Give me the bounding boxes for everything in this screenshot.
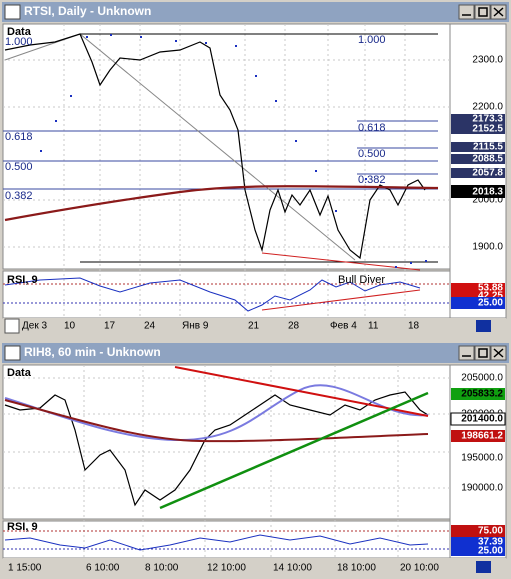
fib-label: 0.618 <box>5 131 33 143</box>
indicator-pane <box>2 520 451 559</box>
price-tag: 2018.3 <box>472 187 503 198</box>
fib-label: 1.000 <box>5 36 33 48</box>
price-pane <box>2 23 451 270</box>
price-tag: 198661.2 <box>461 431 503 442</box>
sar-dots <box>40 34 427 268</box>
time-label: Фев 4 <box>330 321 357 332</box>
time-label: 6 10:00 <box>86 563 120 574</box>
moving-average <box>4 185 439 222</box>
grid <box>3 24 450 318</box>
price-tag: 2115.5 <box>473 142 503 153</box>
price-line <box>4 33 426 260</box>
panel-button[interactable] <box>476 320 491 332</box>
price-tag: 205833.2 <box>461 389 503 400</box>
pane-label: Data <box>7 26 32 38</box>
window-title: RIH8, 60 min - Unknown <box>24 345 161 359</box>
annotation: Bull Diver <box>338 274 385 286</box>
pane-label: Data <box>7 367 32 379</box>
window-title: RTSI, Daily - Unknown <box>24 4 151 18</box>
minimize-button[interactable] <box>458 345 475 361</box>
rsi-line <box>4 277 421 312</box>
rsi-line <box>4 534 429 551</box>
price-label: 2300.0 <box>472 55 503 66</box>
time-label: 28 <box>288 321 300 332</box>
indicator-tag: 42.25 <box>478 291 503 302</box>
price-tag: 2088.5 <box>472 154 503 165</box>
time-label: 20 10:00 <box>400 563 439 574</box>
time-label: 18 10:00 <box>337 563 376 574</box>
slow-average <box>4 399 429 443</box>
time-label: 18 <box>408 321 420 332</box>
time-label: Янв 9 <box>182 321 209 332</box>
price-label: 1900.0 <box>472 242 503 253</box>
title-bar <box>2 2 509 22</box>
price-label: 205000.0 <box>461 373 503 384</box>
time-label: 11 <box>368 321 379 332</box>
trend-line <box>159 391 429 510</box>
panel-button[interactable] <box>476 561 491 573</box>
indicator-label: RSI, 9 <box>7 274 38 286</box>
indicator-pane <box>2 270 451 319</box>
time-label: 24 <box>144 321 156 332</box>
indicator-tag: 53.88 <box>478 283 503 294</box>
price-label: 2200.0 <box>472 102 503 113</box>
time-label: 10 <box>64 321 76 332</box>
minimize-button[interactable] <box>458 4 475 20</box>
time-label: 1 15:00 <box>8 563 42 574</box>
divergence-line <box>261 252 421 271</box>
indicator-label: RSI, 9 <box>7 521 38 533</box>
fib-label: 0.382 <box>5 190 33 202</box>
time-label: 14 10:00 <box>273 563 312 574</box>
window-buttons[interactable] <box>458 345 507 361</box>
window-icon <box>4 4 21 20</box>
time-label: 8 10:00 <box>145 563 179 574</box>
fib-label: 1.000 <box>358 34 386 46</box>
price-label: 190000.0 <box>461 483 503 494</box>
indicator-tag: 75.00 <box>478 526 503 537</box>
price-tag: 201400.0 <box>461 414 503 425</box>
time-axis <box>3 318 506 335</box>
price-tag: 2057.8 <box>472 168 503 179</box>
scroll-box[interactable] <box>4 318 20 334</box>
time-label: 17 <box>104 321 116 332</box>
window-icon <box>4 345 21 361</box>
fib-label: 0.500 <box>358 148 386 160</box>
time-label: Дек 3 <box>22 321 47 332</box>
time-label: 12 10:00 <box>207 563 246 574</box>
fast-average <box>4 384 429 442</box>
indicator-tag: 25.00 <box>478 298 503 309</box>
fib-label: 0.382 <box>358 174 386 186</box>
price-label: 2000.0 <box>472 195 503 206</box>
divergence-line <box>261 289 421 311</box>
price-tags: 2173.3 2152.5 2115.5 2088.5 2057.8 2018.… <box>451 114 505 198</box>
window-buttons[interactable] <box>458 4 507 20</box>
title-bar <box>2 343 509 363</box>
price-line <box>4 391 429 507</box>
indicator-tag: 25.00 <box>478 546 503 557</box>
time-axis <box>3 558 506 577</box>
fib-label: 0.500 <box>5 161 33 173</box>
fib-label: 0.618 <box>358 122 386 134</box>
indicator-tag: 37.39 <box>478 537 503 548</box>
price-tag: 2152.5 <box>472 124 503 135</box>
trend-line <box>174 366 429 417</box>
time-label: 21 <box>248 321 260 332</box>
price-tag: 2173.3 <box>472 114 503 125</box>
price-label: 195000.0 <box>461 453 503 464</box>
